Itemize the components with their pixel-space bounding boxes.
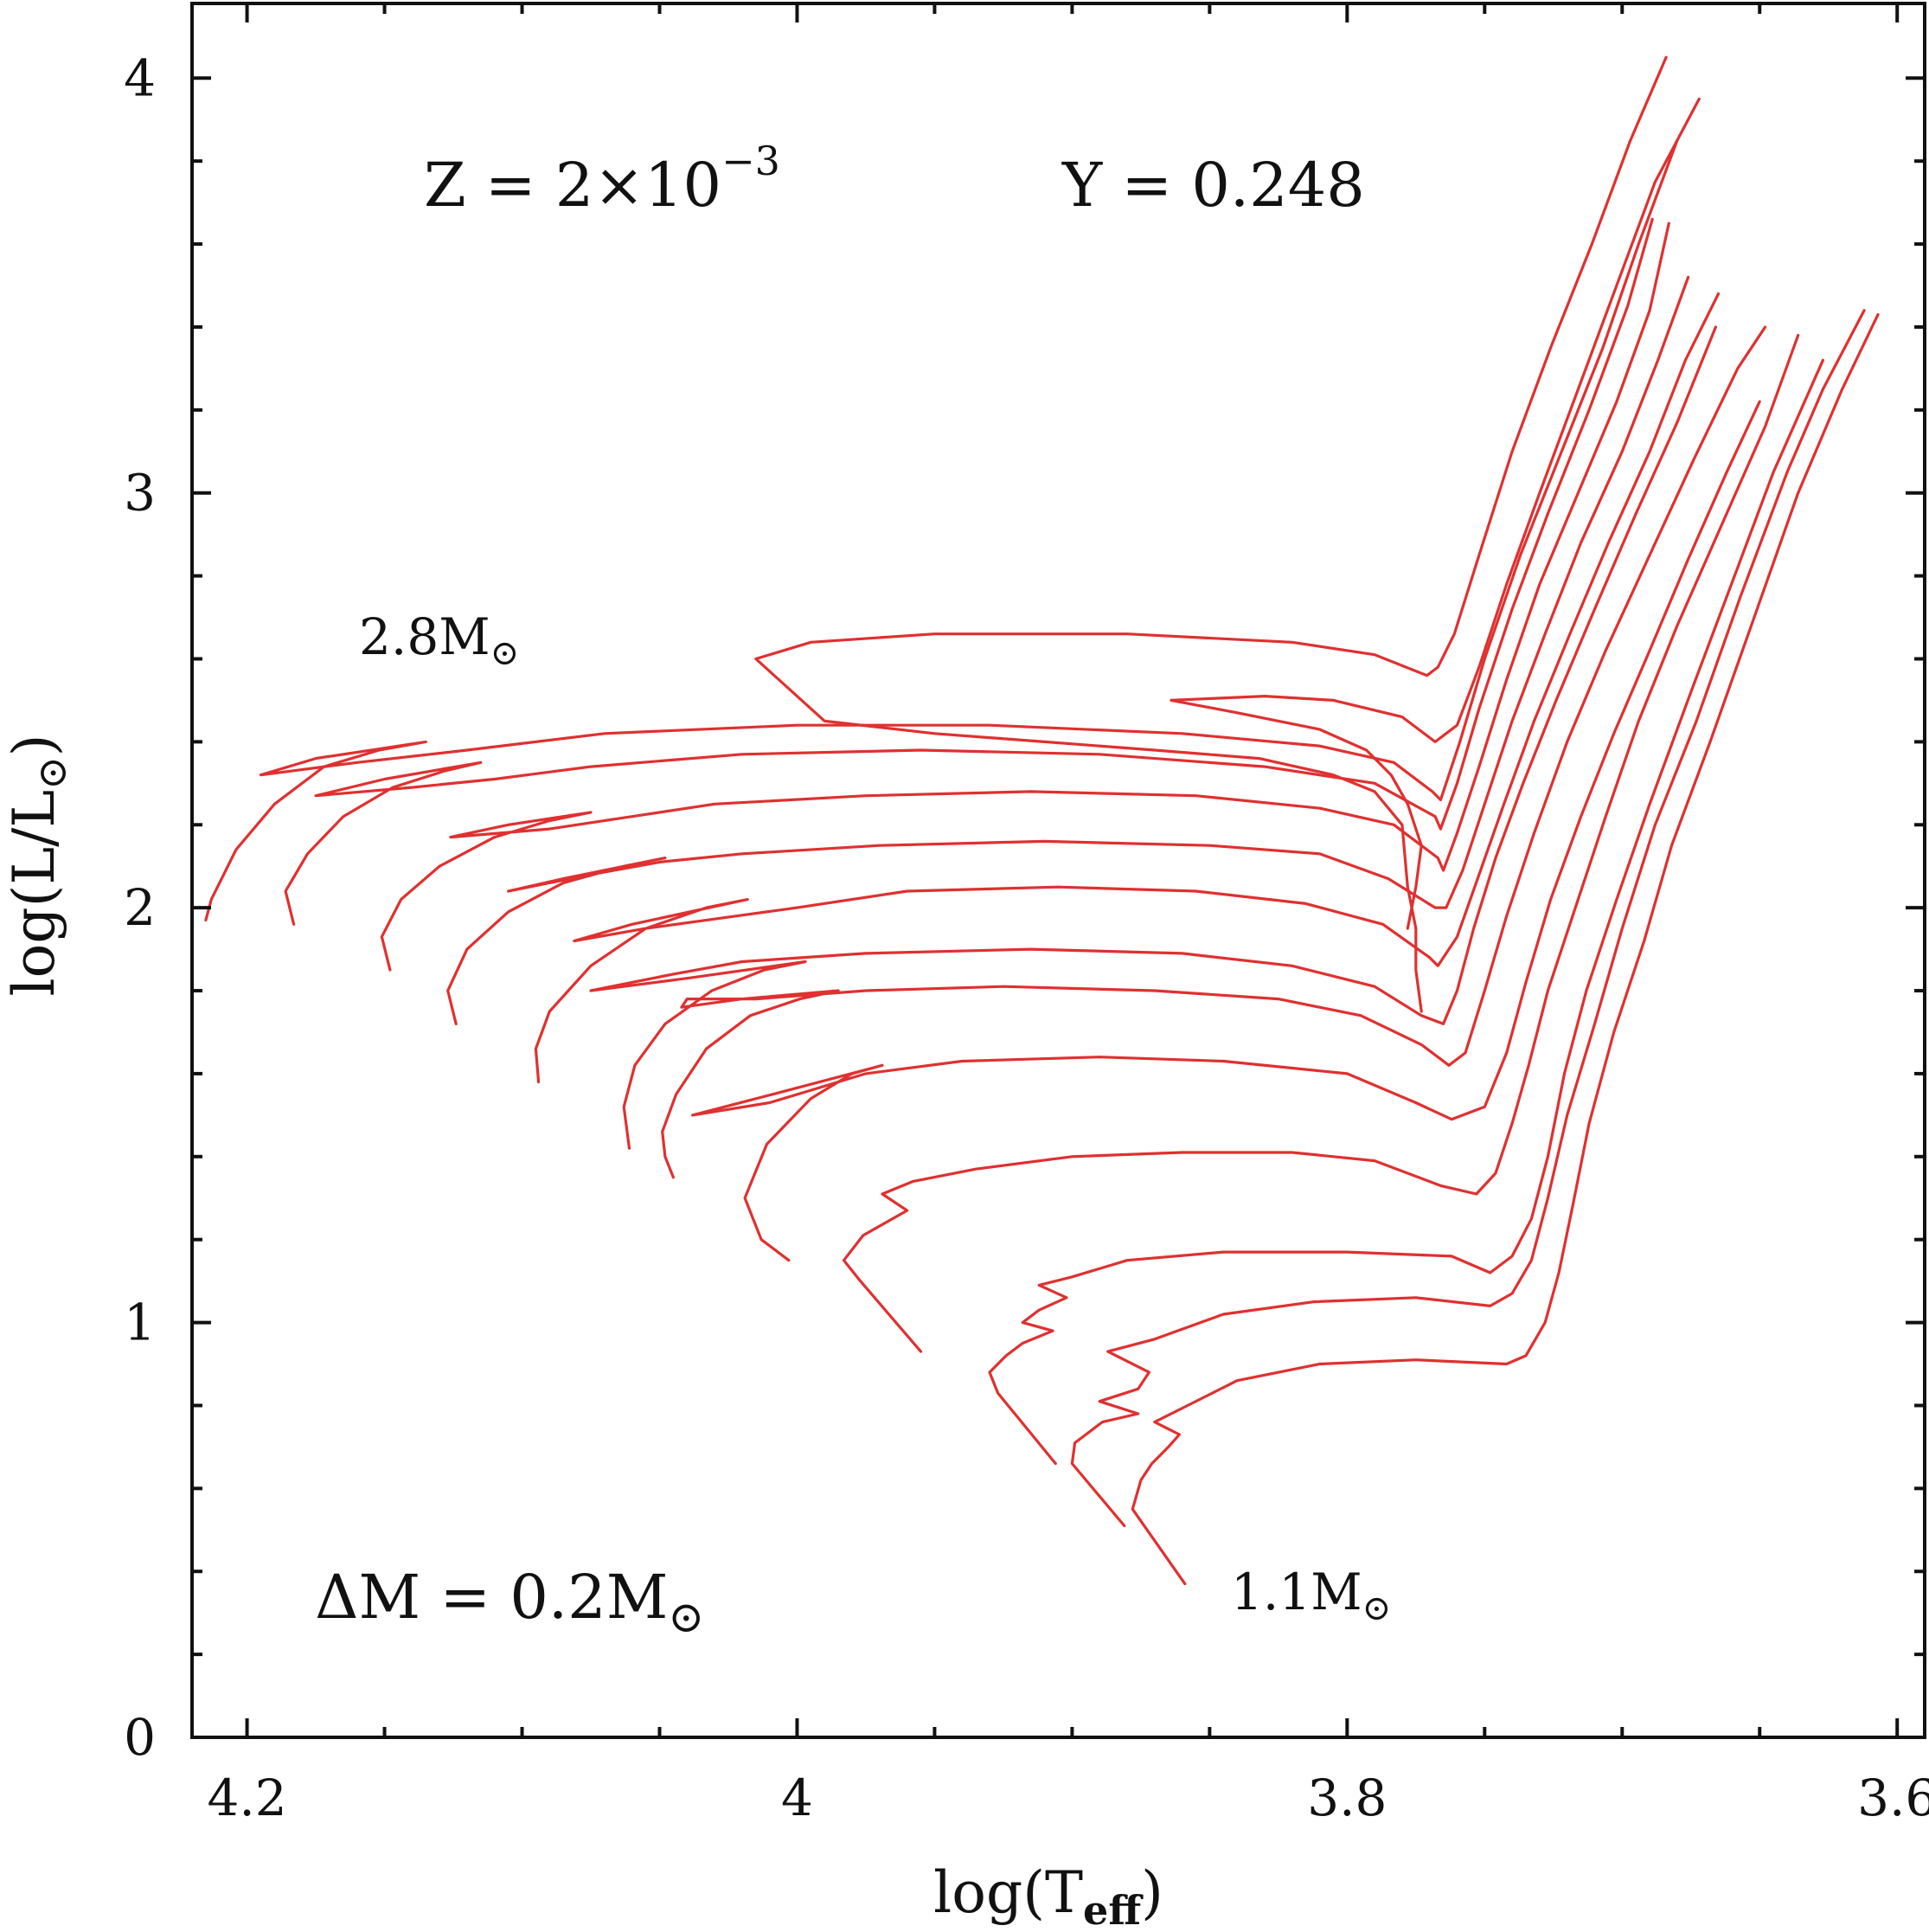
x-tick-label: 3.8 [1307,1768,1387,1827]
y-tick-label: 2 [124,878,156,937]
track-line-2-2-msun [284,217,1654,926]
x-tick-label: 3.6 [1857,1768,1929,1827]
track-line-1-6-msun [661,325,1767,1179]
evolutionary-tracks [204,55,1880,1586]
track-line-1-2-msun [1070,309,1866,1528]
axis-tick-labels: 4.2 4 3.8 3.6 0 1 2 3 4 [124,48,1929,1827]
top-mass-label: 2.8M⊙ [359,607,519,673]
track-line-1-1-msun [1131,313,1880,1586]
y-tick-label: 3 [124,464,156,523]
bottom-mass-label: 1.1M⊙ [1231,1563,1391,1628]
track-line-1-3-msun [988,358,1824,1466]
axis-ticks [192,3,1925,1739]
composition-annotation: Z = 2×10−3 Y = 0.248 [424,138,1365,221]
y-axis-label: log(L/L⊙) [1,734,75,996]
y-tick-label: 1 [124,1293,156,1352]
x-axis-label: log(Teff) [933,1859,1163,1932]
track-line-2-6-msun [1170,138,1679,930]
plot-frame [190,2,1926,1739]
track-line-1-9-msun [446,275,1690,1025]
track-line-1-4-msun [842,333,1800,1353]
track-line-1-5-msun [691,400,1761,1262]
track-line-1-8-msun [534,292,1721,1084]
y-tick-label: 0 [124,1708,156,1767]
track-line-1-7-msun [589,325,1717,1150]
track-line-2-8-msun [754,55,1668,1013]
x-tick-label: 4 [781,1768,813,1827]
track-line-2-0-msun [380,221,1670,972]
y-tick-label: 4 [124,48,156,107]
x-tick-label: 4.2 [207,1768,286,1827]
delta-mass-annotation: ΔM = 0.2M⊙ [315,1562,704,1642]
track-line-2-4-msun [204,97,1701,922]
